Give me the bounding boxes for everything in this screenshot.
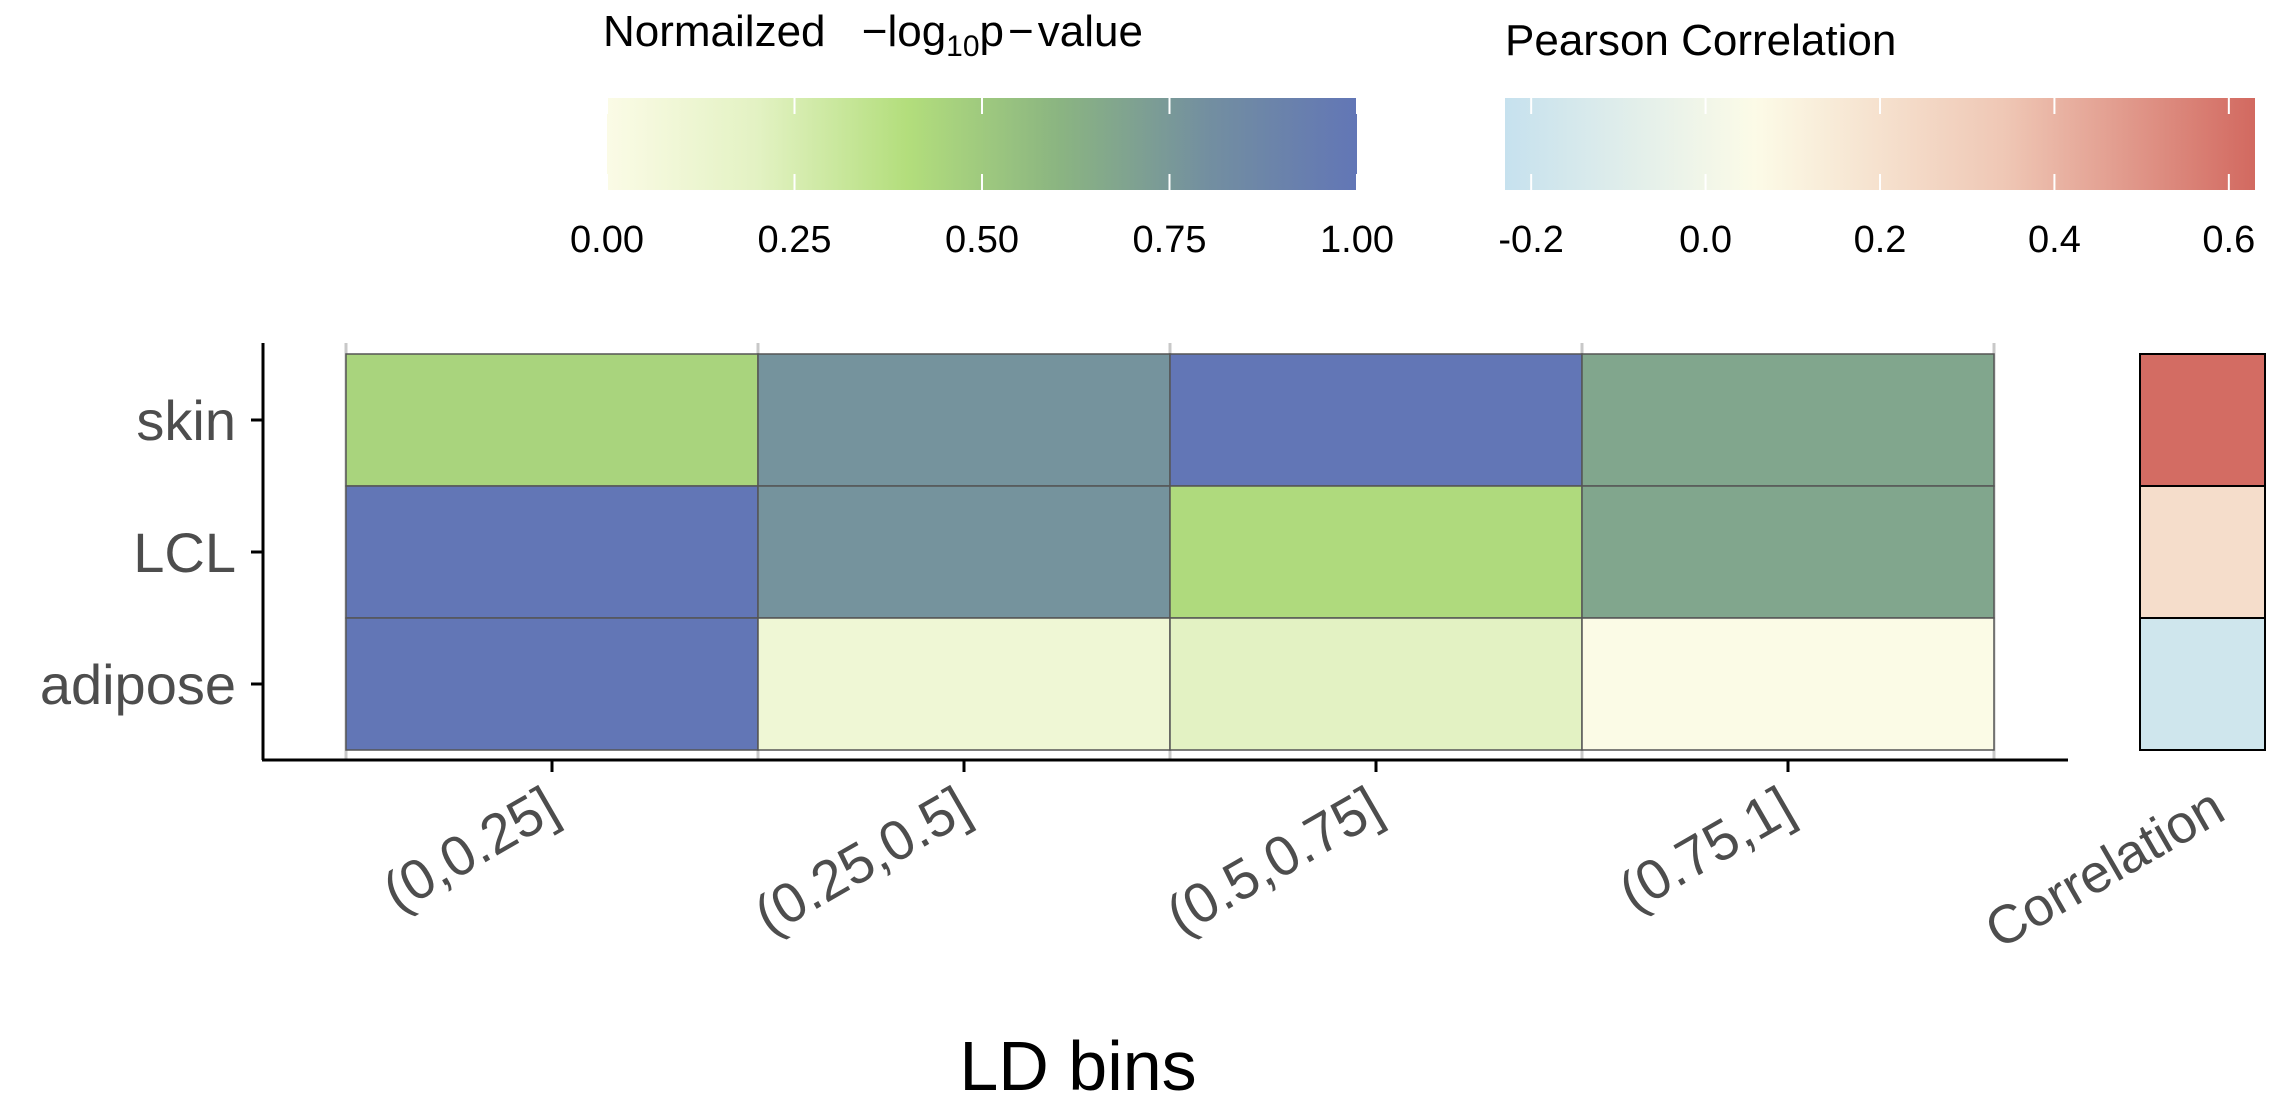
x-tick-label: (0.75,1] <box>1608 774 1804 924</box>
heatmap-cell <box>1169 617 1583 751</box>
heatmap-cell <box>757 485 1171 619</box>
correlation-legend: Pearson Correlation -0.2 0.0 0.2 0.4 0.6 <box>1498 16 2255 261</box>
fill-tick-label: 0.75 <box>1133 219 1207 261</box>
y-tick-label: skin <box>136 389 236 452</box>
heatmap-cell <box>1169 353 1583 487</box>
x-tick-label: (0.25,0.5] <box>744 774 980 947</box>
fill-tick-label: 0.50 <box>945 219 1019 261</box>
x-axis-labels: (0,0.25] (0.25,0.5] (0.5,0.75] (0.75,1] <box>372 760 1804 947</box>
x-tick-label: (0.5,0.75] <box>1156 774 1392 947</box>
fill-legend: Normailzed −log10p−value 0.00 0.25 0.50 0.7… <box>570 7 1394 261</box>
fill-tick-label: 0.00 <box>570 219 644 261</box>
correlation-cells <box>2139 353 2266 751</box>
correlation-tick-label: 0.4 <box>2028 219 2081 261</box>
correlation-cell <box>2139 353 2266 487</box>
fill-tick-label: 1.00 <box>1320 219 1394 261</box>
heatmap-cell <box>345 353 759 487</box>
fill-legend-title: Normailzed −log10p−value <box>603 7 1143 63</box>
heatmap-cells <box>345 353 1995 751</box>
heatmap-cell <box>1581 353 1995 487</box>
fill-tick-label: 0.25 <box>758 219 832 261</box>
correlation-cell <box>2139 485 2266 619</box>
x-axis-title: LD bins <box>959 1027 1196 1105</box>
correlation-tick-label: 0.2 <box>1854 219 1907 261</box>
heatmap-cell <box>757 353 1171 487</box>
x-tick-label: (0,0.25] <box>372 774 568 924</box>
correlation-tick-label: 0.6 <box>2202 219 2255 261</box>
correlation-tick-label: -0.2 <box>1498 219 1563 261</box>
heatmap-cell <box>1169 485 1583 619</box>
heatmap-cell <box>757 617 1171 751</box>
correlation-colorbar-ticks: -0.2 0.0 0.2 0.4 0.6 <box>1498 98 2255 261</box>
correlation-legend-title: Pearson Correlation <box>1505 16 1896 65</box>
y-axis-labels: skin LCL adipose <box>40 389 263 716</box>
fill-colorbar-ticks: 0.00 0.25 0.50 0.75 1.00 <box>570 98 1394 261</box>
correlation-cell <box>2139 617 2266 751</box>
heatmap-cell <box>1581 485 1995 619</box>
correlation-tick-label: 0.0 <box>1679 219 1732 261</box>
heatmap-cell <box>1581 617 1995 751</box>
correlation-column-label: Correlation <box>1975 776 2234 960</box>
heatmap-cell <box>345 617 759 751</box>
y-tick-label: LCL <box>133 521 236 584</box>
heatmap-cell <box>345 485 759 619</box>
y-tick-label: adipose <box>40 653 236 716</box>
